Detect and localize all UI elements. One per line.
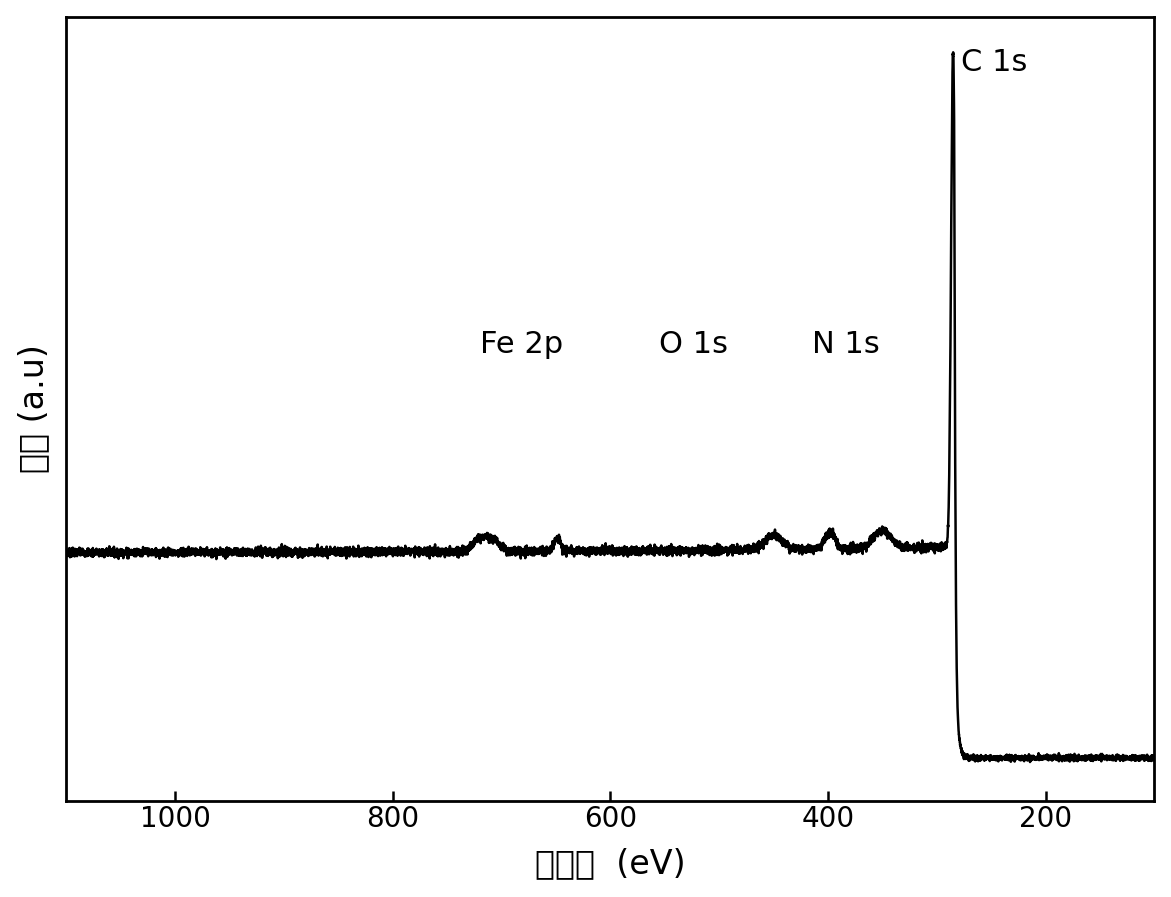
Y-axis label: 强度 (a.u): 强度 (a.u)	[16, 344, 49, 473]
Text: Fe 2p: Fe 2p	[480, 330, 563, 359]
Text: N 1s: N 1s	[812, 330, 879, 359]
Text: O 1s: O 1s	[659, 330, 728, 359]
Text: C 1s: C 1s	[960, 48, 1027, 77]
X-axis label: 结合能  (eV): 结合能 (eV)	[535, 848, 686, 880]
